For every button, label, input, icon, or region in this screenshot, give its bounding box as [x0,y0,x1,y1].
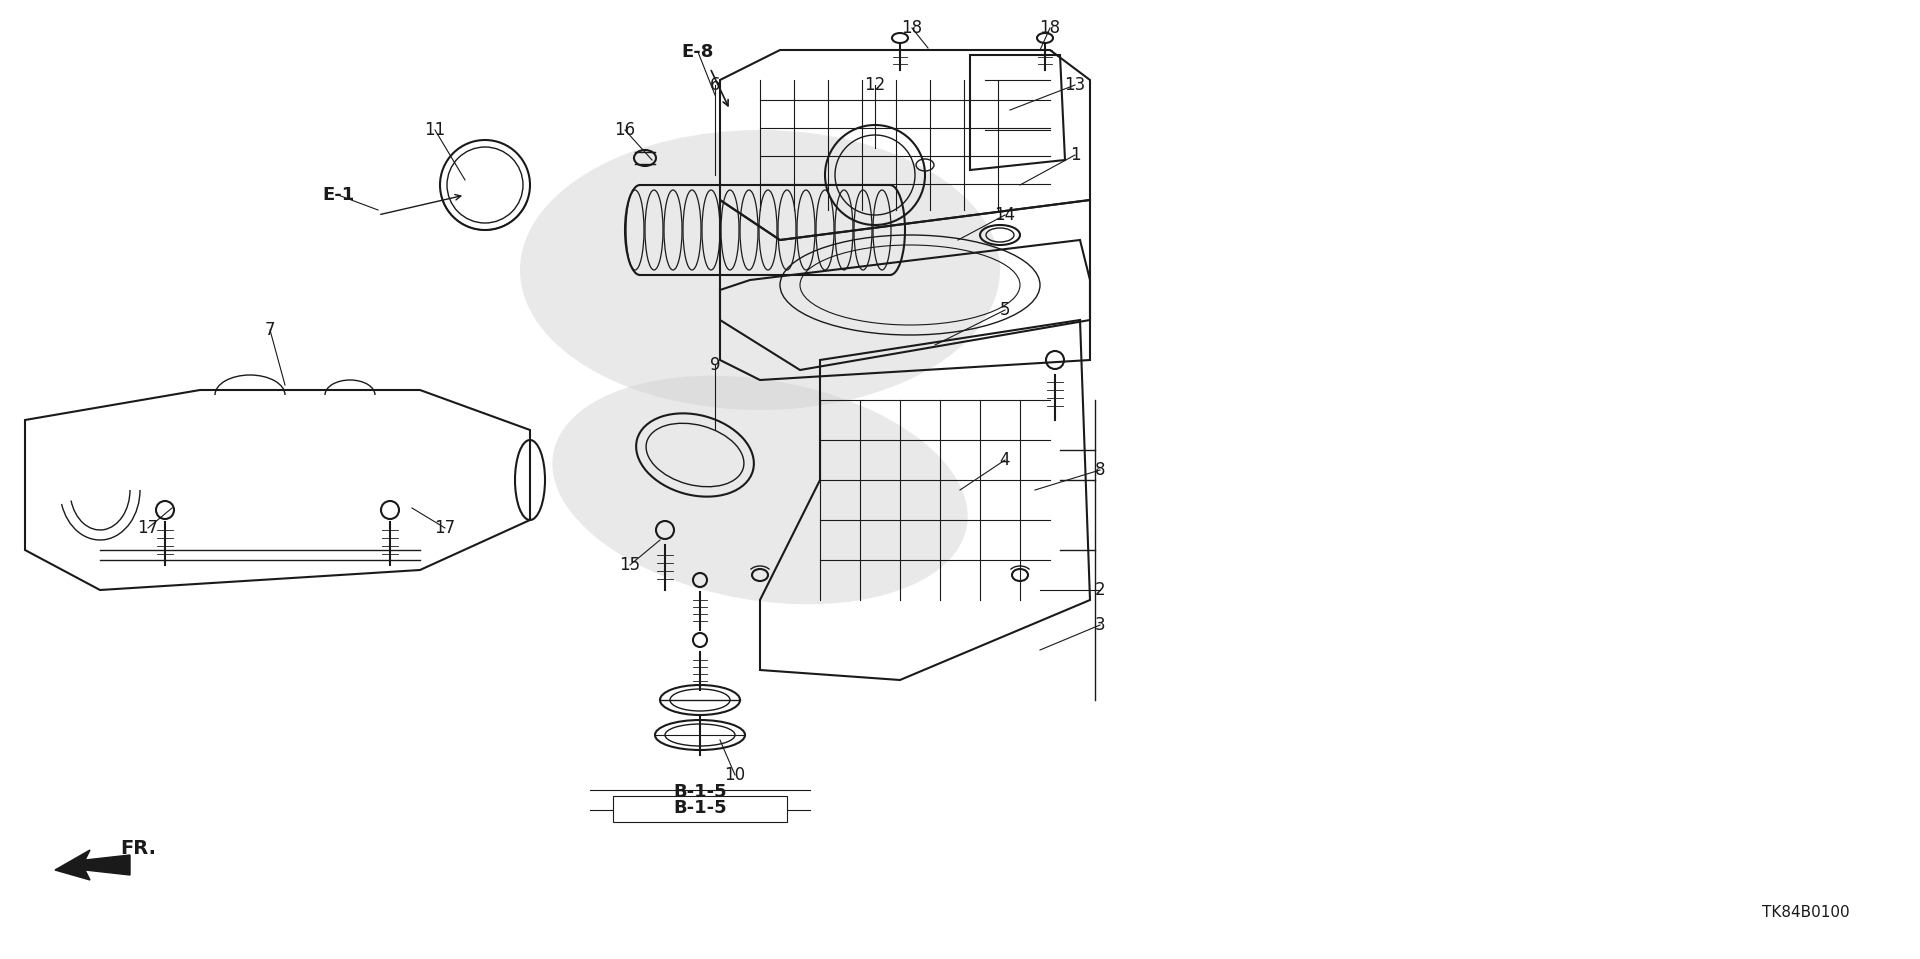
Text: E-8: E-8 [682,43,714,61]
Text: 17: 17 [138,519,159,537]
Ellipse shape [520,130,1000,410]
Text: 8: 8 [1094,461,1106,479]
Text: 6: 6 [710,76,720,94]
Text: 13: 13 [1064,76,1085,94]
Text: 2: 2 [1094,581,1106,599]
Text: 11: 11 [424,121,445,139]
Text: 17: 17 [434,519,455,537]
Text: 1: 1 [1069,146,1081,164]
Polygon shape [56,850,131,880]
Text: 4: 4 [1000,451,1010,469]
Text: 18: 18 [900,19,924,37]
Text: 9: 9 [710,356,720,374]
Text: B-1-5: B-1-5 [674,799,728,817]
Text: 18: 18 [1039,19,1060,37]
Text: 5: 5 [1000,301,1010,319]
Text: B-1-5: B-1-5 [674,783,728,801]
FancyBboxPatch shape [612,796,787,822]
Text: 10: 10 [724,766,745,784]
Text: 7: 7 [265,321,275,339]
Text: TK84B0100: TK84B0100 [1763,905,1851,920]
Text: FR.: FR. [119,838,156,857]
Ellipse shape [553,376,968,604]
Text: 15: 15 [620,556,641,574]
Text: 14: 14 [995,206,1016,224]
Text: 16: 16 [614,121,636,139]
Text: 3: 3 [1094,616,1106,634]
Text: 12: 12 [864,76,885,94]
Text: E-1: E-1 [323,186,353,204]
